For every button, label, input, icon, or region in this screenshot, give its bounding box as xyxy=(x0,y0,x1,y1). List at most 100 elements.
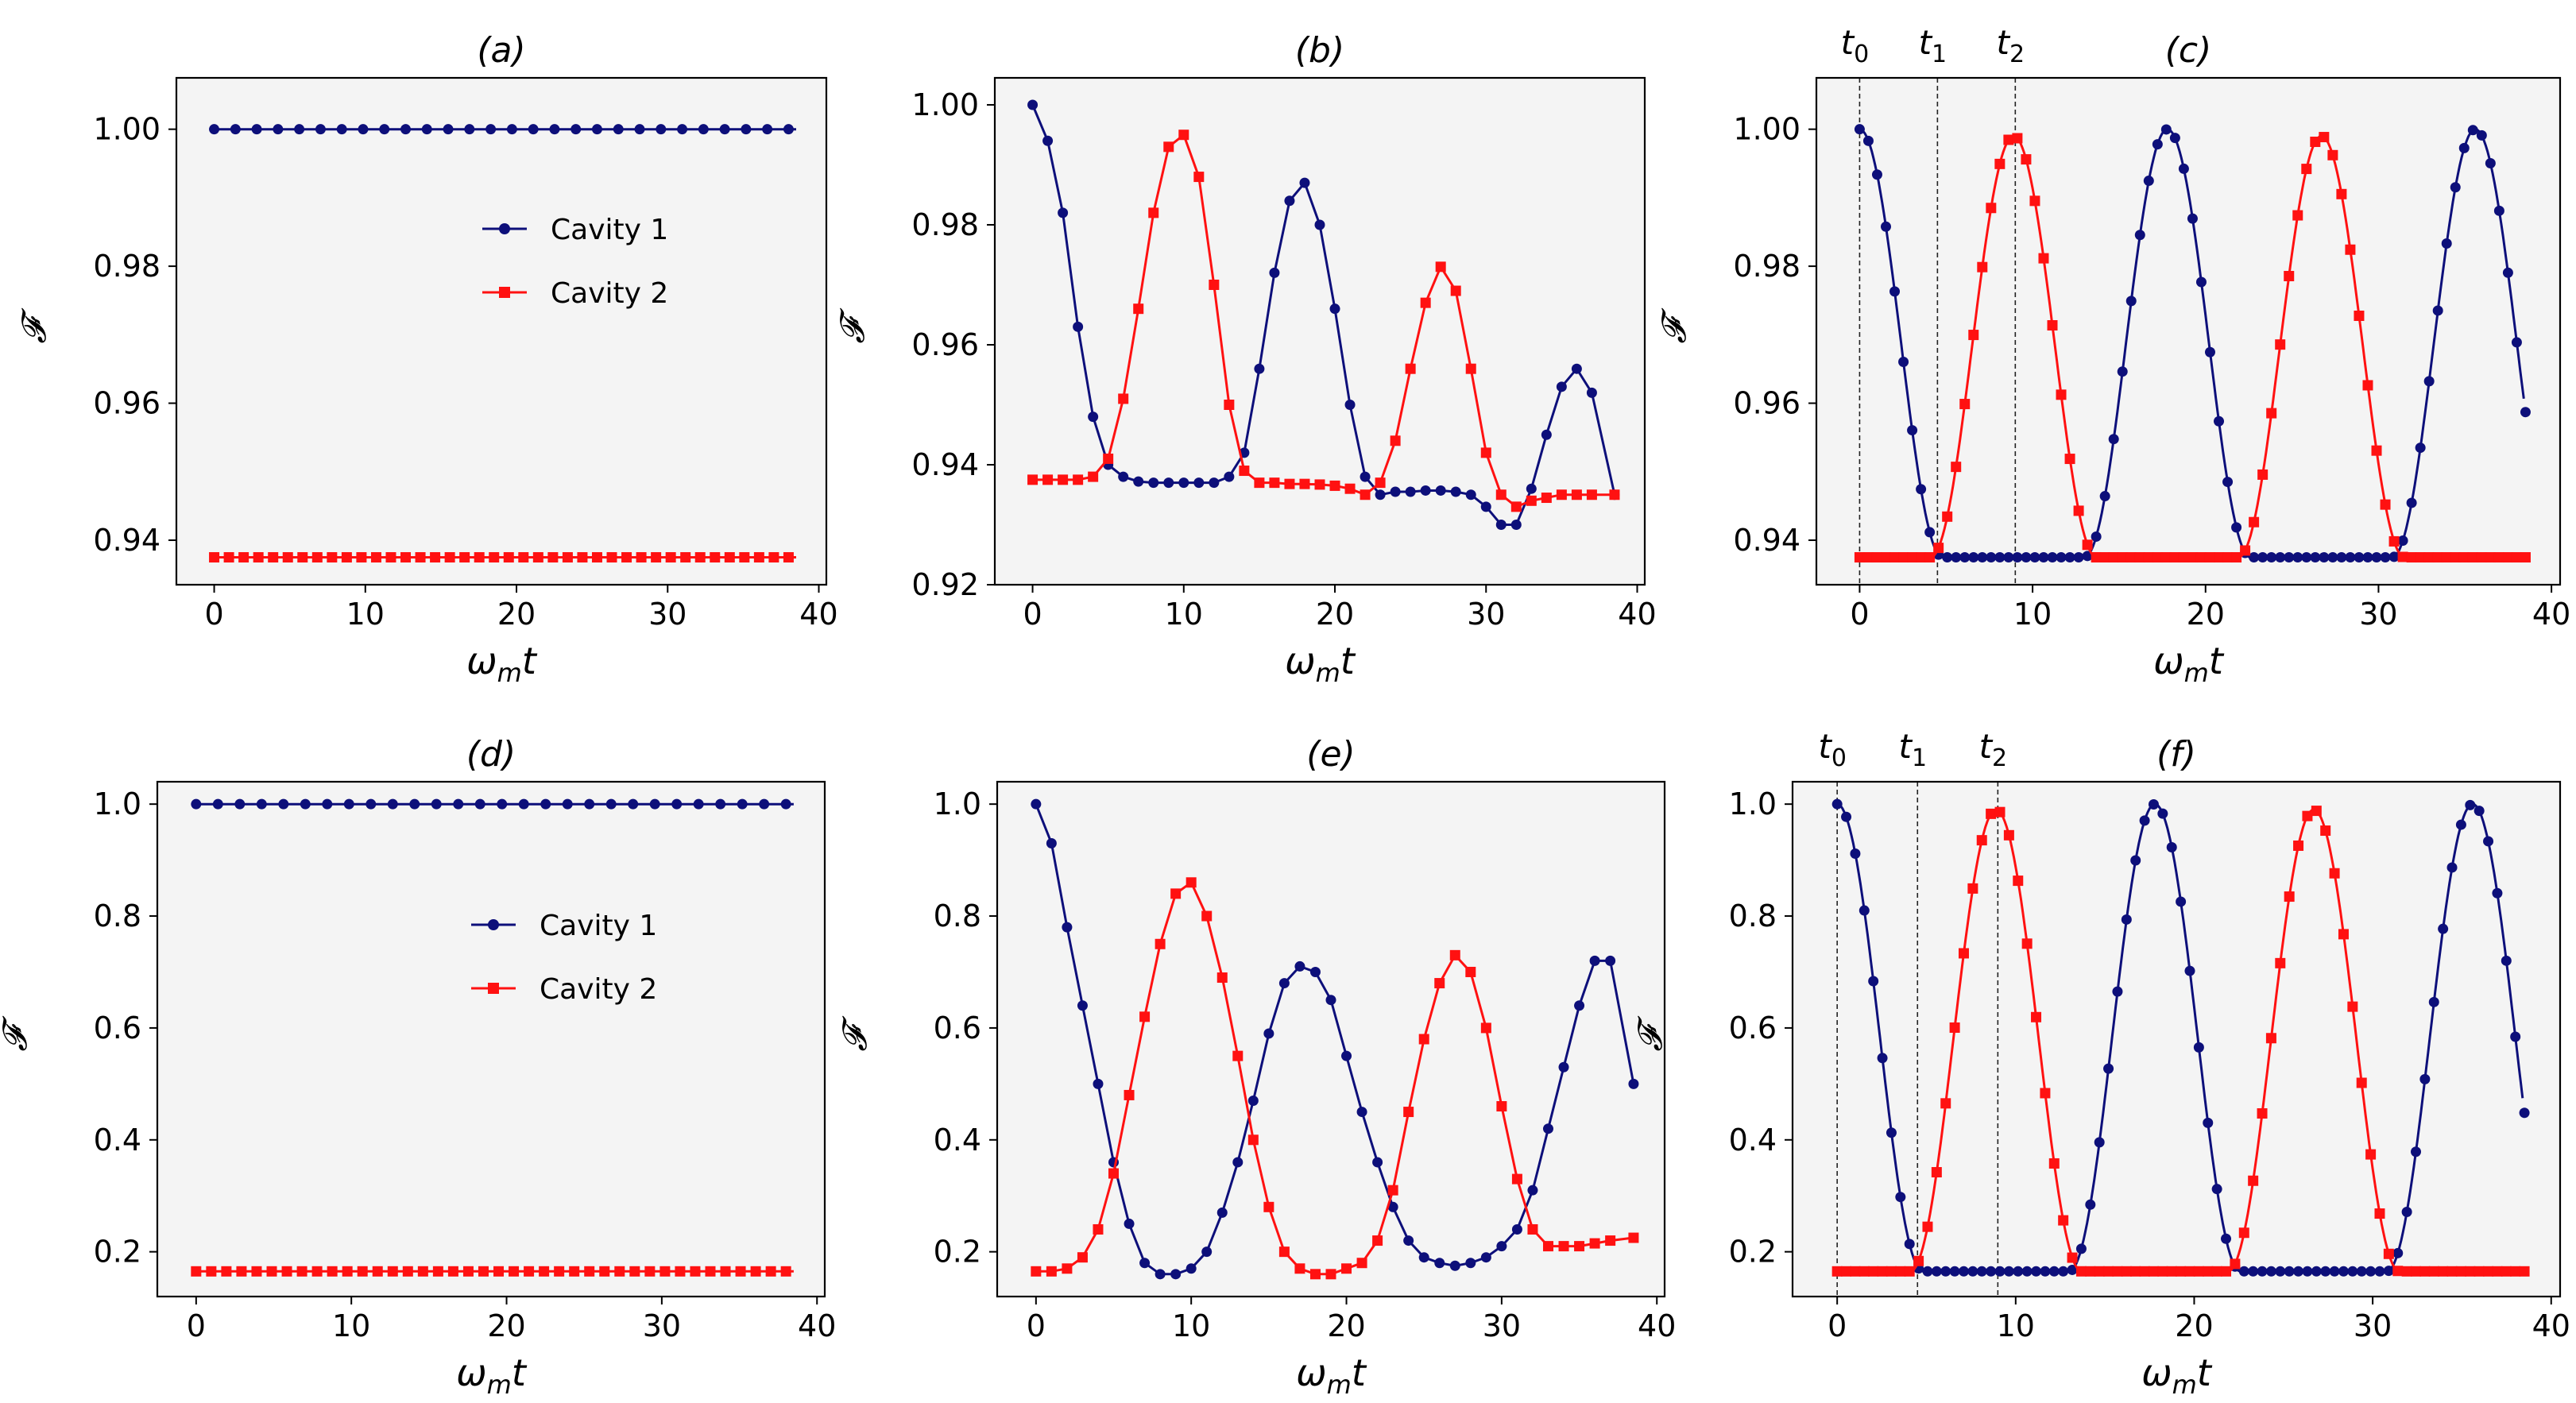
y-tick-label: 0.4 xyxy=(94,1123,141,1158)
data-point xyxy=(2112,1266,2123,1277)
data-point xyxy=(1450,486,1461,497)
data-point xyxy=(2365,1149,2377,1160)
x-tick-label: 20 xyxy=(1327,1308,1365,1343)
data-point xyxy=(1922,1266,1933,1277)
data-point xyxy=(2214,552,2225,563)
data-point xyxy=(1341,1050,1352,1061)
data-point xyxy=(2365,1266,2377,1277)
data-point xyxy=(1278,1246,1290,1258)
data-point xyxy=(1977,552,1988,563)
y-axis-label: 𝓕 xyxy=(833,308,872,344)
x-tick-label: 40 xyxy=(1618,597,1656,632)
data-point xyxy=(1148,207,1159,218)
data-point xyxy=(584,798,595,810)
data-point xyxy=(1216,1207,1228,1218)
data-point xyxy=(649,798,660,810)
data-point xyxy=(1239,466,1250,477)
data-point xyxy=(400,124,412,135)
data-point xyxy=(1495,519,1507,530)
data-point xyxy=(1465,363,1476,374)
data-point xyxy=(2012,552,2023,563)
data-point xyxy=(1405,363,1416,374)
x-tick-label: 10 xyxy=(332,1308,370,1343)
x-tick-label: 0 xyxy=(204,597,223,632)
data-point xyxy=(2292,210,2303,221)
data-point xyxy=(2257,1266,2268,1277)
data-point xyxy=(400,552,412,563)
data-point xyxy=(296,1266,307,1277)
data-point xyxy=(2082,539,2093,551)
data-point xyxy=(2003,134,2014,145)
data-point xyxy=(1850,1266,1861,1277)
data-point xyxy=(2211,1266,2222,1277)
data-point xyxy=(2520,407,2531,418)
vline-label-t1: t1 xyxy=(1898,727,1927,772)
data-point xyxy=(1898,552,1909,563)
data-point xyxy=(1465,1258,1476,1269)
data-point xyxy=(2073,505,2084,516)
data-point xyxy=(266,1266,277,1277)
data-point xyxy=(2319,552,2330,563)
data-point xyxy=(493,1266,505,1277)
data-point xyxy=(1841,811,1852,822)
data-point xyxy=(2257,469,2269,480)
data-point xyxy=(1967,1266,1978,1277)
data-point xyxy=(2204,346,2215,358)
x-axis-label: ωmt xyxy=(456,1351,528,1400)
data-point xyxy=(1170,888,1182,899)
x-tick-label: 0 xyxy=(1027,1308,1046,1343)
data-point xyxy=(1967,883,1978,894)
data-point xyxy=(554,1266,565,1277)
data-point xyxy=(278,798,289,810)
data-point xyxy=(2465,799,2476,810)
data-point xyxy=(2166,1266,2177,1277)
data-point xyxy=(2193,1266,2204,1277)
vline-label-t2: t2 xyxy=(1979,727,2008,772)
data-point xyxy=(2204,552,2215,563)
data-point xyxy=(2056,552,2067,563)
series-cavity-2 xyxy=(191,1266,794,1277)
data-point xyxy=(2502,267,2513,278)
data-point xyxy=(1907,552,1918,563)
data-point xyxy=(2230,1258,2241,1270)
axes-frame xyxy=(996,780,1666,1298)
data-point xyxy=(2112,986,2123,997)
data-point xyxy=(2383,1248,2394,1259)
data-point xyxy=(327,552,338,563)
y-tick-label: 0.2 xyxy=(1729,1235,1777,1270)
data-point xyxy=(1605,955,1616,966)
x-tick-label: 20 xyxy=(1316,597,1354,632)
data-point xyxy=(2139,815,2150,826)
data-point xyxy=(1986,203,1997,214)
data-point xyxy=(2354,552,2365,563)
data-point xyxy=(671,798,683,810)
data-point xyxy=(780,798,791,810)
data-point xyxy=(614,1266,625,1277)
series-cavity-2 xyxy=(1031,877,1639,1280)
data-point xyxy=(474,552,485,563)
x-tick-label: 40 xyxy=(798,1308,836,1343)
data-point xyxy=(2176,896,2187,907)
data-point xyxy=(2249,552,2260,563)
data-point xyxy=(1201,910,1213,922)
data-point xyxy=(2423,552,2435,563)
data-point xyxy=(1103,453,1114,464)
data-point xyxy=(1139,1011,1151,1022)
data-point xyxy=(1986,552,1997,563)
data-point xyxy=(2021,938,2033,949)
data-point xyxy=(2319,132,2330,143)
y-tick-label: 0.96 xyxy=(911,327,979,362)
series-cavity-2 xyxy=(1854,132,2531,563)
x-axis-label: ωmt xyxy=(2153,640,2225,688)
legend-entry-2: Cavity 2 xyxy=(482,277,668,310)
vline-label-t0: t0 xyxy=(1841,23,1870,68)
plot-area xyxy=(1793,782,2560,1297)
data-point xyxy=(1994,552,2005,563)
data-point xyxy=(1526,483,1537,494)
chart-title: (c) xyxy=(2165,30,2212,71)
data-point xyxy=(547,552,559,563)
data-point xyxy=(2458,552,2470,563)
data-point xyxy=(1118,393,1129,404)
data-point xyxy=(750,1266,761,1277)
x-tick-label: 30 xyxy=(1483,1308,1521,1343)
